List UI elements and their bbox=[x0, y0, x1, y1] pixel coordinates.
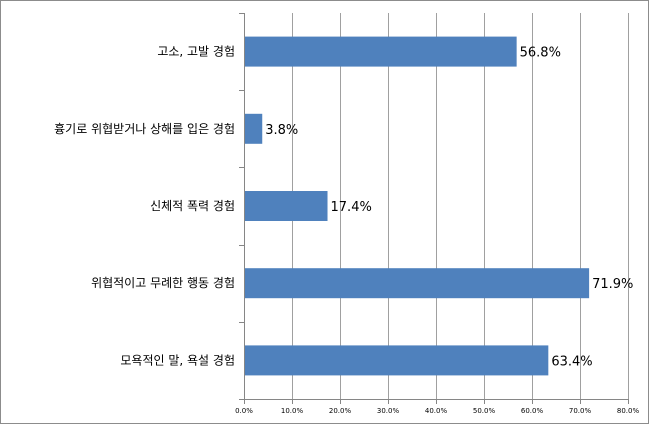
x-tick-label: 20.0% bbox=[329, 407, 352, 415]
x-tick-label: 60.0% bbox=[521, 407, 544, 415]
bar bbox=[245, 345, 549, 376]
x-tick-label: 50.0% bbox=[473, 407, 496, 415]
category-label: 신체적 폭력 경험 bbox=[150, 199, 235, 213]
x-tick-label: 10.0% bbox=[281, 407, 304, 415]
x-tick-label: 40.0% bbox=[425, 407, 448, 415]
value-label: 56.8% bbox=[520, 46, 561, 61]
x-tick-label: 80.0% bbox=[617, 407, 640, 415]
value-label: 63.4% bbox=[551, 354, 592, 369]
gridlines bbox=[292, 13, 629, 399]
x-tick-label: 0.0% bbox=[235, 407, 253, 415]
x-tick-label: 30.0% bbox=[377, 407, 400, 415]
bar bbox=[245, 113, 263, 144]
bar bbox=[245, 268, 590, 299]
labels: 0.0% 10.0% 20.0% 30.0% 40.0% 50.0% 60.0% 70.0% 8… bbox=[54, 45, 639, 415]
bars bbox=[245, 36, 590, 376]
value-label: 3.8% bbox=[265, 123, 298, 138]
category-label: 모욕적인 말, 욕설 경험 bbox=[120, 353, 235, 367]
x-tick-label: 70.0% bbox=[569, 407, 592, 415]
category-label: 흉기로 위협받거나 상해를 입은 경험 bbox=[54, 122, 235, 136]
bar bbox=[245, 191, 328, 221]
bar bbox=[245, 36, 517, 67]
category-label: 고소, 고발 경험 bbox=[157, 45, 235, 59]
value-label: 17.4% bbox=[331, 200, 372, 215]
axes bbox=[239, 13, 629, 404]
value-label: 71.9% bbox=[592, 277, 633, 292]
category-label: 위협적이고 무례한 행동 경험 bbox=[91, 275, 235, 290]
